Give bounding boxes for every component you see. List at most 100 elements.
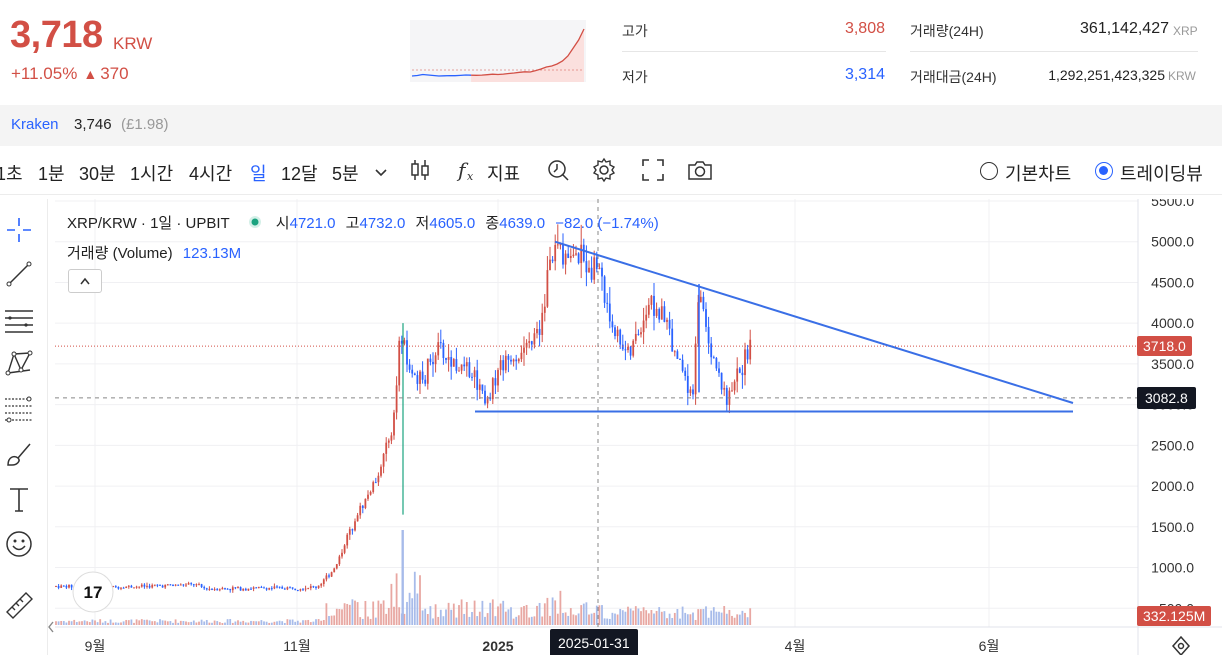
volume-bar bbox=[390, 583, 393, 625]
candle-body bbox=[601, 267, 603, 277]
volume-bar bbox=[338, 608, 341, 625]
volume-bar bbox=[439, 609, 442, 625]
volume-bar bbox=[55, 621, 57, 625]
volume-bar bbox=[156, 622, 159, 625]
timeframe-12mo[interactable]: 12달 bbox=[281, 164, 318, 184]
volume-bar bbox=[653, 613, 655, 625]
candle-body bbox=[382, 453, 385, 467]
text-tool-icon[interactable] bbox=[4, 484, 34, 514]
volume-bar bbox=[302, 620, 304, 625]
volume-bar bbox=[705, 606, 707, 625]
volume-bars bbox=[55, 530, 752, 625]
candle-body bbox=[541, 312, 544, 335]
volume-bar bbox=[702, 609, 705, 625]
volume-bar bbox=[213, 620, 216, 625]
volume-bar bbox=[239, 621, 242, 625]
chart-canvas[interactable]: 5500.05000.04500.04000.03500.03000.02500… bbox=[55, 199, 1222, 655]
candle-body bbox=[679, 358, 681, 360]
volume-bar bbox=[325, 603, 328, 625]
brush-icon[interactable] bbox=[4, 439, 34, 469]
chevron-down-icon[interactable] bbox=[370, 161, 392, 183]
volume-bar bbox=[91, 619, 94, 625]
trendline-icon[interactable] bbox=[4, 259, 34, 289]
high-value: 3,808 bbox=[844, 20, 885, 37]
timeframe-4h[interactable]: 4시간 bbox=[189, 164, 233, 184]
symbol-label: XRP/KRW · 1일 · UPBIT bbox=[67, 215, 230, 232]
candle-body bbox=[525, 342, 528, 348]
volume-bar bbox=[161, 620, 164, 625]
candle-body bbox=[333, 568, 336, 573]
volume-bar bbox=[447, 602, 450, 625]
basic-chart-radio[interactable] bbox=[980, 162, 998, 180]
volume-bar bbox=[296, 620, 299, 625]
candle-body bbox=[499, 360, 502, 370]
candle-body bbox=[367, 494, 369, 499]
volume-bar bbox=[359, 617, 362, 625]
candle-body bbox=[627, 346, 629, 351]
volume-bar bbox=[374, 617, 377, 625]
indicator-fx-icon[interactable]: f x bbox=[454, 157, 480, 183]
candle-body bbox=[629, 346, 632, 356]
timeframe-1h[interactable]: 1시간 bbox=[130, 164, 174, 184]
basic-chart-label[interactable]: 기본차트 bbox=[1005, 164, 1072, 184]
resistance-trendline[interactable] bbox=[554, 240, 1074, 404]
exchange-price: 3,746 bbox=[74, 116, 112, 133]
candle-body bbox=[325, 575, 328, 580]
volume-bar bbox=[455, 617, 458, 625]
volume-bar bbox=[564, 612, 567, 625]
candle-body bbox=[198, 584, 200, 586]
indicators-button[interactable]: 지표 bbox=[487, 164, 521, 184]
volume-bar bbox=[192, 620, 195, 625]
ruler-icon[interactable] bbox=[4, 590, 34, 620]
timeframe-1m[interactable]: 1분 bbox=[38, 164, 65, 184]
fibonacci-icon[interactable] bbox=[4, 394, 34, 424]
volume-bar bbox=[268, 622, 271, 625]
candle-body bbox=[452, 359, 455, 367]
candle-body bbox=[247, 588, 250, 591]
crosshair-icon[interactable] bbox=[4, 215, 34, 245]
volume-bar bbox=[172, 622, 174, 625]
candle-type-icon[interactable] bbox=[407, 157, 433, 183]
candle-body bbox=[710, 343, 713, 358]
camera-icon[interactable] bbox=[686, 157, 714, 183]
candle-body bbox=[377, 475, 380, 483]
candle-body bbox=[731, 390, 733, 392]
pattern-icon[interactable] bbox=[4, 348, 34, 378]
gear-icon[interactable] bbox=[591, 157, 617, 183]
tradingview-label[interactable]: 트레이딩뷰 bbox=[1120, 164, 1203, 184]
emoji-icon[interactable] bbox=[4, 529, 34, 559]
exchange-name[interactable]: Kraken bbox=[11, 116, 59, 133]
horizontal-lines-icon[interactable] bbox=[4, 305, 34, 335]
volume-bar bbox=[294, 621, 297, 625]
volume-bar bbox=[276, 621, 278, 625]
volume-bar bbox=[569, 608, 572, 625]
price-chart[interactable]: 5500.05000.04500.04000.03500.03000.02500… bbox=[55, 199, 1222, 655]
alert-clock-icon[interactable] bbox=[545, 157, 571, 183]
candle-body bbox=[549, 259, 551, 271]
volume-bar bbox=[322, 619, 325, 625]
candle-body bbox=[460, 364, 463, 371]
volume-bar bbox=[489, 602, 492, 625]
candle-body bbox=[606, 302, 609, 304]
timeframe-1s[interactable]: 1초 bbox=[0, 164, 23, 184]
tradingview-radio[interactable] bbox=[1095, 162, 1113, 180]
crosshair-price-tag: 3082.8 bbox=[1137, 387, 1196, 409]
candle-body bbox=[187, 583, 190, 585]
exchange-bar: Kraken 3,746 (£1.98) bbox=[0, 105, 1222, 146]
candle-body bbox=[330, 572, 333, 577]
volume-bar bbox=[104, 621, 107, 625]
timeframe-1d[interactable]: 일 bbox=[250, 164, 267, 184]
fullscreen-icon[interactable] bbox=[640, 157, 666, 183]
volume-bar bbox=[572, 614, 575, 625]
volume-bar bbox=[229, 619, 232, 625]
collapse-legend-button[interactable] bbox=[68, 269, 102, 293]
spark-line-down bbox=[411, 73, 472, 77]
collapse-left-icon[interactable] bbox=[47, 620, 55, 634]
timeframe-5m[interactable]: 5분 bbox=[332, 164, 359, 184]
volume-bar bbox=[460, 599, 463, 625]
timeframe-30m[interactable]: 30분 bbox=[79, 164, 116, 184]
volume-bar bbox=[398, 607, 401, 625]
candle-body bbox=[205, 588, 208, 590]
volume-bar bbox=[541, 616, 544, 625]
settings-icon[interactable] bbox=[1170, 635, 1192, 655]
